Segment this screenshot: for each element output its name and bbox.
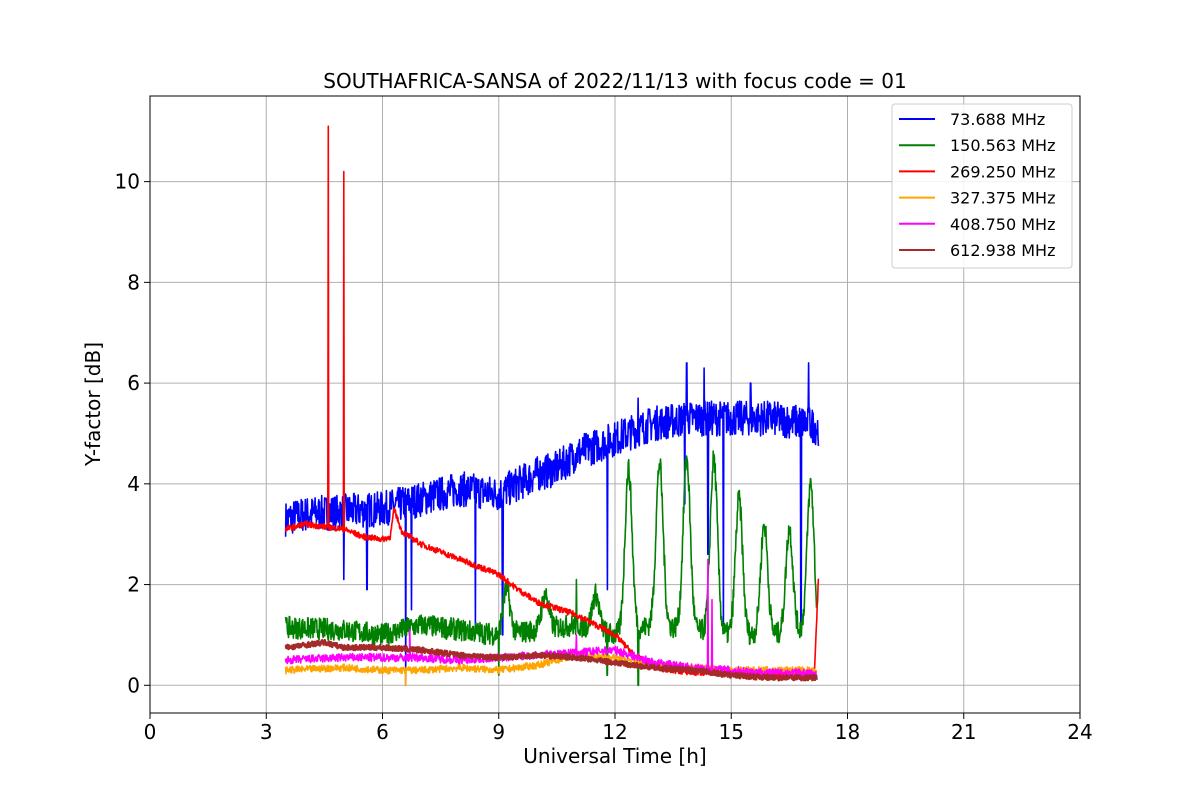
x-tick-label: 3 xyxy=(260,720,273,744)
legend: 73.688 MHz 150.563 MHz 269.250 MHz 327.375 … xyxy=(891,103,1073,269)
x-tick-label: 24 xyxy=(1067,720,1092,744)
x-tick-label: 12 xyxy=(602,720,627,744)
series-line-6 xyxy=(284,638,818,682)
plot-area xyxy=(149,95,1081,714)
legend-label: 408.750 MHz xyxy=(950,215,1055,234)
legend-box xyxy=(891,103,1073,269)
chart-title: SOUTHAFRICA-SANSA of 2022/11/13 with foc… xyxy=(323,69,907,93)
y-tick-label: 2 xyxy=(127,573,140,597)
legend-label: 327.375 MHz xyxy=(950,189,1055,208)
series-layer xyxy=(284,125,820,687)
y-tick-label: 0 xyxy=(127,673,140,697)
legend-label: 73.688 MHz xyxy=(950,110,1045,129)
x-tick-label: 21 xyxy=(951,720,976,744)
x-tick-label: 18 xyxy=(835,720,860,744)
series-line-1 xyxy=(284,362,820,687)
legend-label: 612.938 MHz xyxy=(950,241,1055,260)
x-axis-ticks: 0 3 6 9 12 15 18 21 24 xyxy=(144,713,1093,744)
y-tick-label: 8 xyxy=(127,270,140,294)
y-tick-label: 10 xyxy=(115,170,140,194)
legend-label: 269.250 MHz xyxy=(950,162,1055,181)
x-tick-label: 0 xyxy=(144,720,157,744)
y-tick-label: 4 xyxy=(127,472,140,496)
legend-label: 150.563 MHz xyxy=(950,136,1055,155)
series-line-2 xyxy=(284,450,818,687)
x-tick-label: 6 xyxy=(376,720,389,744)
y-tick-label: 6 xyxy=(127,371,140,395)
x-tick-label: 9 xyxy=(492,720,505,744)
y-axis-label: Y-factor [dB] xyxy=(81,342,105,467)
y-axis-ticks: 0 2 4 6 8 10 xyxy=(115,170,150,697)
x-axis-label: Universal Time [h] xyxy=(523,744,706,768)
x-tick-label: 15 xyxy=(719,720,744,744)
series-line-5 xyxy=(284,558,818,679)
